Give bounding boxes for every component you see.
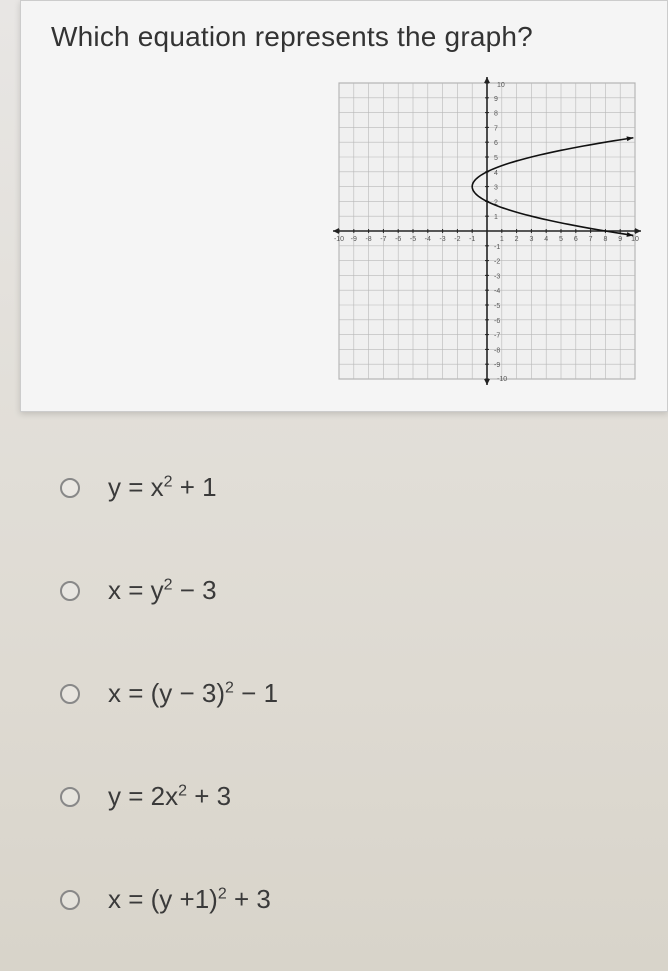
svg-text:-10: -10: [497, 376, 507, 383]
svg-text:4: 4: [494, 170, 498, 177]
option-b[interactable]: x = y2 − 3: [60, 575, 668, 606]
question-card: Which equation represents the graph? 10 -…: [20, 0, 668, 412]
svg-text:-6: -6: [494, 318, 500, 325]
svg-text:-5: -5: [494, 303, 500, 310]
svg-text:10: 10: [631, 236, 639, 243]
svg-text:1: 1: [500, 236, 504, 243]
option-a[interactable]: y = x2 + 1: [60, 472, 668, 503]
svg-text:-6: -6: [395, 236, 401, 243]
svg-text:-8: -8: [494, 347, 500, 354]
question-prompt: Which equation represents the graph?: [51, 21, 657, 53]
svg-text:-9: -9: [494, 362, 500, 369]
svg-text:6: 6: [574, 236, 578, 243]
option-b-label: x = y2 − 3: [108, 575, 217, 606]
svg-text:9: 9: [494, 96, 498, 103]
svg-text:3: 3: [529, 236, 533, 243]
svg-text:1: 1: [494, 214, 498, 221]
svg-text:9: 9: [618, 236, 622, 243]
option-e[interactable]: x = (y +1)2 + 3: [60, 884, 668, 915]
option-d[interactable]: y = 2x2 + 3: [60, 781, 668, 812]
radio-b[interactable]: [60, 581, 80, 601]
svg-text:2: 2: [515, 236, 519, 243]
option-c-label: x = (y − 3)2 − 1: [108, 678, 278, 709]
graph-container: 10 -10 1 2 3 4 5 6 7 8 9 -1 -2 -3 -4 -5 -6 -7 -8 -9 -10 -9 -8 -…: [51, 71, 657, 391]
svg-text:-5: -5: [410, 236, 416, 243]
option-a-label: y = x2 + 1: [108, 472, 217, 503]
svg-text:-2: -2: [454, 236, 460, 243]
svg-text:8: 8: [494, 111, 498, 118]
svg-text:-4: -4: [425, 236, 431, 243]
svg-text:-4: -4: [494, 288, 500, 295]
svg-text:8: 8: [603, 236, 607, 243]
svg-text:5: 5: [494, 155, 498, 162]
svg-text:-1: -1: [469, 236, 475, 243]
svg-text:6: 6: [494, 140, 498, 147]
svg-text:3: 3: [494, 185, 498, 192]
svg-text:4: 4: [544, 236, 548, 243]
radio-e[interactable]: [60, 890, 80, 910]
svg-text:-3: -3: [439, 236, 445, 243]
svg-text:5: 5: [559, 236, 563, 243]
radio-d[interactable]: [60, 787, 80, 807]
graph-svg: 10 -10 1 2 3 4 5 6 7 8 9 -1 -2 -3 -4 -5 -6 -7 -8 -9 -10 -9 -8 -…: [327, 71, 647, 391]
svg-text:-9: -9: [351, 236, 357, 243]
svg-text:-7: -7: [380, 236, 386, 243]
svg-text:-1: -1: [494, 244, 500, 251]
option-e-label: x = (y +1)2 + 3: [108, 884, 271, 915]
answer-options: y = x2 + 1 x = y2 − 3 x = (y − 3)2 − 1 y…: [60, 472, 668, 915]
svg-text:-3: -3: [494, 273, 500, 280]
svg-text:7: 7: [494, 125, 498, 132]
radio-c[interactable]: [60, 684, 80, 704]
option-d-label: y = 2x2 + 3: [108, 781, 231, 812]
svg-text:10: 10: [497, 82, 505, 89]
svg-text:-8: -8: [365, 236, 371, 243]
svg-text:-10: -10: [334, 236, 344, 243]
option-c[interactable]: x = (y − 3)2 − 1: [60, 678, 668, 709]
radio-a[interactable]: [60, 478, 80, 498]
svg-text:-7: -7: [494, 333, 500, 340]
svg-text:7: 7: [589, 236, 593, 243]
svg-text:-2: -2: [494, 259, 500, 266]
